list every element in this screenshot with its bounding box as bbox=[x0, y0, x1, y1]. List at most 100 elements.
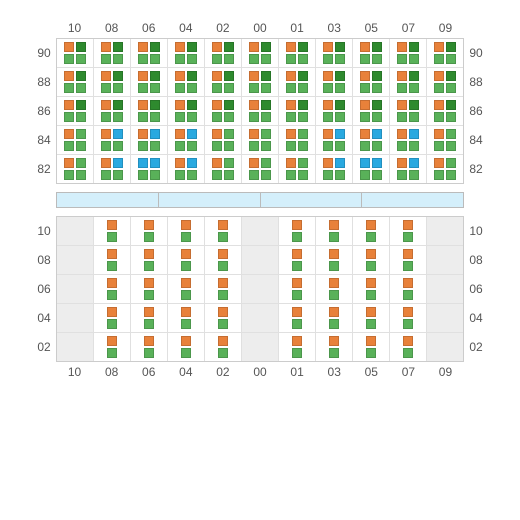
seat[interactable] bbox=[298, 141, 308, 151]
seat[interactable] bbox=[329, 319, 339, 329]
seat[interactable] bbox=[187, 100, 197, 110]
seat[interactable] bbox=[292, 336, 302, 346]
seat[interactable] bbox=[181, 261, 191, 271]
seat[interactable] bbox=[397, 112, 407, 122]
seat[interactable] bbox=[249, 158, 259, 168]
seat[interactable] bbox=[76, 112, 86, 122]
seat[interactable] bbox=[261, 83, 271, 93]
seat[interactable] bbox=[329, 336, 339, 346]
seat[interactable] bbox=[76, 170, 86, 180]
seat[interactable] bbox=[76, 42, 86, 52]
seat[interactable] bbox=[366, 290, 376, 300]
seat[interactable] bbox=[323, 71, 333, 81]
seat[interactable] bbox=[292, 290, 302, 300]
seat[interactable] bbox=[335, 54, 345, 64]
seat[interactable] bbox=[212, 158, 222, 168]
seat[interactable] bbox=[286, 129, 296, 139]
seat[interactable] bbox=[187, 141, 197, 151]
seat[interactable] bbox=[218, 307, 228, 317]
seat[interactable] bbox=[113, 141, 123, 151]
seat[interactable] bbox=[187, 71, 197, 81]
seat[interactable] bbox=[409, 71, 419, 81]
seat[interactable] bbox=[150, 83, 160, 93]
seat[interactable] bbox=[107, 336, 117, 346]
seat[interactable] bbox=[298, 83, 308, 93]
seat[interactable] bbox=[397, 100, 407, 110]
seat[interactable] bbox=[298, 100, 308, 110]
seat[interactable] bbox=[224, 71, 234, 81]
seat[interactable] bbox=[101, 141, 111, 151]
seat[interactable] bbox=[323, 54, 333, 64]
seat[interactable] bbox=[107, 348, 117, 358]
seat[interactable] bbox=[403, 232, 413, 242]
seat[interactable] bbox=[403, 319, 413, 329]
seat[interactable] bbox=[323, 100, 333, 110]
seat[interactable] bbox=[329, 307, 339, 317]
seat[interactable] bbox=[76, 100, 86, 110]
seat[interactable] bbox=[113, 100, 123, 110]
seat[interactable] bbox=[397, 71, 407, 81]
seat[interactable] bbox=[107, 261, 117, 271]
seat[interactable] bbox=[249, 54, 259, 64]
seat[interactable] bbox=[292, 278, 302, 288]
seat[interactable] bbox=[113, 158, 123, 168]
seat[interactable] bbox=[409, 83, 419, 93]
seat[interactable] bbox=[409, 170, 419, 180]
seat[interactable] bbox=[181, 220, 191, 230]
seat[interactable] bbox=[446, 170, 456, 180]
seat[interactable] bbox=[434, 71, 444, 81]
seat[interactable] bbox=[329, 348, 339, 358]
seat[interactable] bbox=[175, 83, 185, 93]
seat[interactable] bbox=[175, 71, 185, 81]
seat[interactable] bbox=[144, 261, 154, 271]
seat[interactable] bbox=[403, 220, 413, 230]
seat[interactable] bbox=[372, 42, 382, 52]
seat[interactable] bbox=[107, 278, 117, 288]
seat[interactable] bbox=[292, 319, 302, 329]
seat[interactable] bbox=[366, 336, 376, 346]
seat[interactable] bbox=[150, 170, 160, 180]
seat[interactable] bbox=[64, 129, 74, 139]
seat[interactable] bbox=[366, 249, 376, 259]
seat[interactable] bbox=[150, 112, 160, 122]
seat[interactable] bbox=[138, 83, 148, 93]
seat[interactable] bbox=[101, 71, 111, 81]
seat[interactable] bbox=[249, 141, 259, 151]
seat[interactable] bbox=[261, 100, 271, 110]
seat[interactable] bbox=[286, 112, 296, 122]
seat[interactable] bbox=[64, 54, 74, 64]
seat[interactable] bbox=[76, 71, 86, 81]
seat[interactable] bbox=[360, 129, 370, 139]
seat[interactable] bbox=[292, 261, 302, 271]
seat[interactable] bbox=[298, 71, 308, 81]
seat[interactable] bbox=[144, 307, 154, 317]
seat[interactable] bbox=[150, 129, 160, 139]
seat[interactable] bbox=[409, 112, 419, 122]
seat[interactable] bbox=[403, 278, 413, 288]
seat[interactable] bbox=[175, 129, 185, 139]
seat[interactable] bbox=[298, 54, 308, 64]
seat[interactable] bbox=[150, 71, 160, 81]
seat[interactable] bbox=[218, 290, 228, 300]
seat[interactable] bbox=[107, 319, 117, 329]
seat[interactable] bbox=[181, 249, 191, 259]
seat[interactable] bbox=[212, 83, 222, 93]
seat[interactable] bbox=[224, 100, 234, 110]
seat[interactable] bbox=[150, 42, 160, 52]
seat[interactable] bbox=[175, 158, 185, 168]
seat[interactable] bbox=[397, 83, 407, 93]
seat[interactable] bbox=[335, 129, 345, 139]
seat[interactable] bbox=[175, 170, 185, 180]
seat[interactable] bbox=[446, 100, 456, 110]
seat[interactable] bbox=[360, 83, 370, 93]
seat[interactable] bbox=[292, 307, 302, 317]
seat[interactable] bbox=[144, 319, 154, 329]
seat[interactable] bbox=[434, 158, 444, 168]
seat[interactable] bbox=[292, 232, 302, 242]
seat[interactable] bbox=[366, 232, 376, 242]
seat[interactable] bbox=[298, 129, 308, 139]
seat[interactable] bbox=[360, 170, 370, 180]
seat[interactable] bbox=[409, 54, 419, 64]
seat[interactable] bbox=[101, 54, 111, 64]
seat[interactable] bbox=[335, 158, 345, 168]
